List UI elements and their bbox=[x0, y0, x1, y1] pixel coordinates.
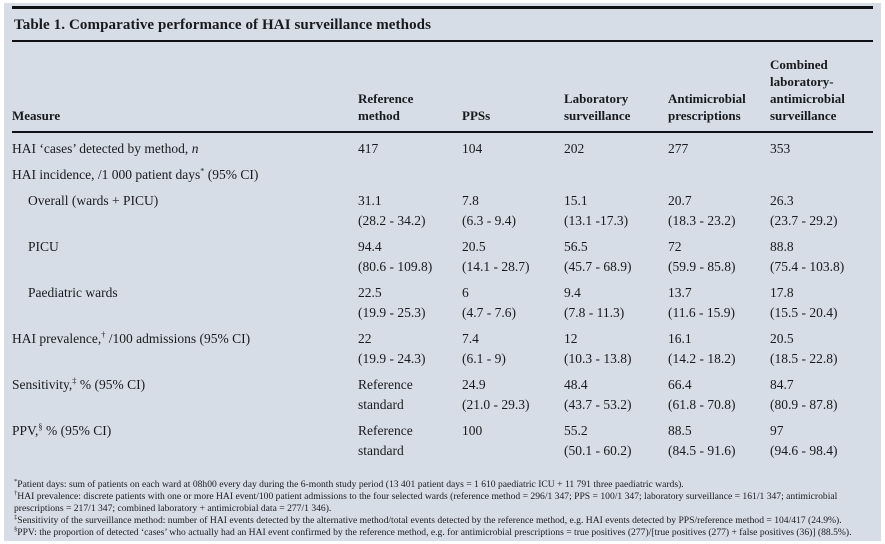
table-row-paediatric-wards: Paediatric wards 22.5 (19.9 - 25.3) 6 (4.7… bbox=[12, 280, 873, 326]
value-cell: 100 bbox=[462, 423, 483, 438]
footnotes-block: *Patient days: sum of patients on each w… bbox=[12, 470, 873, 539]
value-cell: 15.1 (13.1 -17.3) bbox=[564, 193, 629, 228]
column-header-laboratory-surveillance: Laboratory surveillance bbox=[564, 91, 631, 123]
value-cell: 84.7 (80.9 - 87.8) bbox=[770, 377, 838, 412]
row-label: PICU bbox=[28, 239, 59, 254]
value-cell: 72 (59.9 - 85.8) bbox=[668, 239, 736, 274]
value-cell: 353 bbox=[770, 141, 791, 156]
value-cell: 7.8 (6.3 - 9.4) bbox=[462, 193, 516, 228]
value-cell bbox=[358, 165, 462, 185]
header-rule bbox=[12, 131, 873, 133]
table-row-sensitivity: Sensitivity,‡ % (95% CI) Reference standa… bbox=[12, 372, 873, 418]
value-cell bbox=[564, 165, 668, 185]
value-cell: 22.5 (19.9 - 25.3) bbox=[358, 285, 426, 320]
value-cell bbox=[770, 165, 873, 185]
footnote-marker: § bbox=[14, 525, 18, 533]
value-cell: 97 (94.6 - 98.4) bbox=[770, 423, 838, 458]
value-cell: 202 bbox=[564, 141, 585, 156]
value-cell: 55.2 (50.1 - 60.2) bbox=[564, 423, 632, 458]
column-header-reference-method: Reference method bbox=[358, 91, 414, 123]
value-cell: 417 bbox=[358, 141, 379, 156]
footnote-marker: § bbox=[38, 422, 43, 432]
row-label: Paediatric wards bbox=[28, 285, 118, 300]
value-cell: 88.8 (75.4 - 103.8) bbox=[770, 239, 845, 274]
value-cell: Reference standard bbox=[358, 423, 413, 458]
table-header-row: Measure Reference method PPSs Laboratory… bbox=[12, 42, 873, 131]
value-cell: 9.4 (7.8 - 11.3) bbox=[564, 285, 625, 320]
value-cell: 104 bbox=[462, 141, 483, 156]
value-cell: 88.5 (84.5 - 91.6) bbox=[668, 423, 736, 458]
row-label: PPV,§ % (95% CI) bbox=[12, 422, 112, 438]
value-cell: 20.7 (18.3 - 23.2) bbox=[668, 193, 736, 228]
value-cell: 20.5 (14.1 - 28.7) bbox=[462, 239, 530, 274]
table-body: HAI ‘cases’ detected by method, n 417 10… bbox=[12, 133, 873, 470]
value-cell: 20.5 (18.5 - 22.8) bbox=[770, 331, 838, 366]
value-cell: 16.1 (14.2 - 18.2) bbox=[668, 331, 736, 366]
column-header-measure: Measure bbox=[12, 108, 61, 123]
footnote-patient-days: *Patient days: sum of patients on each w… bbox=[14, 477, 684, 490]
value-cell: 56.5 (45.7 - 68.9) bbox=[564, 239, 632, 274]
table-title: Table 1. Comparative performance of HAI … bbox=[14, 17, 432, 33]
value-cell: 12 (10.3 - 13.8) bbox=[564, 331, 632, 366]
row-label: Sensitivity,‡ % (95% CI) bbox=[12, 376, 146, 392]
value-cell: 277 bbox=[668, 141, 689, 156]
footnote-marker: † bbox=[101, 330, 106, 340]
table-row-hai-cases: HAI ‘cases’ detected by method, n 417 10… bbox=[12, 136, 873, 162]
row-label: HAI prevalence,† /100 admissions (95% CI… bbox=[12, 330, 251, 346]
value-cell: 13.7 (11.6 - 15.9) bbox=[668, 285, 735, 320]
value-cell: 94.4 (80.6 - 109.8) bbox=[358, 239, 433, 274]
value-cell bbox=[462, 165, 564, 185]
footnote-marker: ‡ bbox=[14, 513, 18, 521]
table-row-picu: PICU 94.4 (80.6 - 109.8) 20.5 (14.1 - 28.7… bbox=[12, 234, 873, 280]
footnote-marker: * bbox=[14, 477, 18, 485]
table-row-overall: Overall (wards + PICU) 31.1 (28.2 - 34.2)… bbox=[12, 188, 873, 234]
row-label: HAI ‘cases’ detected by method, n bbox=[12, 141, 199, 156]
value-cell: 17.8 (15.5 - 20.4) bbox=[770, 285, 838, 320]
value-cell: 7.4 (6.1 - 9) bbox=[462, 331, 506, 366]
value-cell: 24.9 (21.0 - 29.3) bbox=[462, 377, 530, 412]
table-top-border bbox=[12, 6, 873, 9]
table-row-hai-incidence-group: HAI incidence, /1 000 patient days* (95%… bbox=[12, 162, 873, 188]
column-header-antimicrobial-prescriptions: Antimicrobial prescriptions bbox=[668, 91, 746, 123]
row-label: HAI incidence, /1 000 patient days* (95%… bbox=[12, 166, 259, 182]
table-row-ppv: PPV,§ % (95% CI) Reference standard 100 5… bbox=[12, 418, 873, 464]
table-panel: Table 1. Comparative performance of HAI … bbox=[4, 3, 881, 541]
value-cell: 31.1 (28.2 - 34.2) bbox=[358, 193, 426, 228]
footnote-marker: * bbox=[200, 166, 205, 176]
footnote-ppv: §PPV: the proportion of detected ‘cases’… bbox=[14, 525, 852, 538]
value-cell: 6 (4.7 - 7.6) bbox=[462, 285, 516, 320]
value-cell: 66.4 (61.8 - 70.8) bbox=[668, 377, 736, 412]
value-cell bbox=[668, 165, 770, 185]
column-header-combined-surveillance: Combined laboratory-antimicrobial survei… bbox=[770, 57, 845, 123]
value-cell: 26.3 (23.7 - 29.2) bbox=[770, 193, 838, 228]
value-cell: 22 (19.9 - 24.3) bbox=[358, 331, 426, 366]
row-label: Overall (wards + PICU) bbox=[28, 193, 159, 208]
footnote-hai-prevalence: †HAI prevalence: discrete patients with … bbox=[14, 489, 838, 514]
column-header-ppss: PPSs bbox=[462, 108, 491, 123]
value-cell: 48.4 (43.7 - 53.2) bbox=[564, 377, 632, 412]
value-cell: Reference standard bbox=[358, 377, 413, 412]
footnote-marker: † bbox=[14, 489, 18, 497]
title-rule bbox=[12, 40, 873, 42]
footnote-sensitivity: ‡Sensitivity of the surveillance method:… bbox=[14, 513, 842, 526]
table-row-hai-prevalence: HAI prevalence,† /100 admissions (95% CI… bbox=[12, 326, 873, 372]
footnote-marker: ‡ bbox=[72, 376, 77, 386]
